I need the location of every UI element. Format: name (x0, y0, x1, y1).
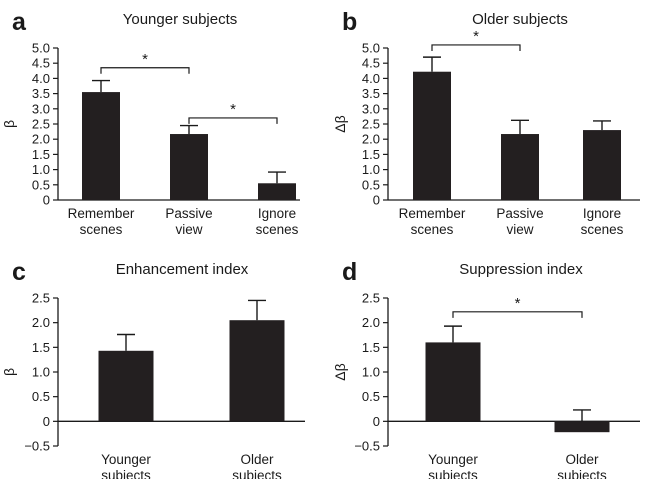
y-tick-label-c: 1.0 (32, 365, 50, 380)
panel-title-c: Enhancement index (116, 261, 249, 278)
significance-star-a-1: * (230, 101, 236, 118)
category-label-c-0: subjects (101, 468, 151, 479)
category-label-b-1: Passive (496, 206, 543, 221)
y-tick-label-d: 1.5 (362, 340, 380, 355)
y-tick-label-d: 2.5 (362, 291, 380, 306)
y-tick-label-b: 3.0 (362, 101, 380, 116)
y-tick-label-a: 0 (43, 193, 50, 208)
y-tick-label-a: 4.5 (32, 56, 50, 71)
category-label-a-1: Passive (165, 206, 212, 221)
category-label-b-0: scenes (411, 222, 454, 237)
category-label-d-1: subjects (557, 468, 607, 479)
y-tick-label-b: 1.5 (362, 147, 380, 162)
panel-title-b: Older subjects (472, 11, 568, 28)
significance-bracket-b-0 (431, 44, 521, 51)
category-label-a-2: Ignore (258, 206, 296, 221)
panel-letter-d: d (342, 258, 357, 286)
y-tick-label-b: 0 (373, 193, 380, 208)
bar-d-0 (425, 342, 481, 422)
y-tick-label-a: 4.0 (32, 71, 50, 86)
category-label-a-1: view (175, 222, 202, 237)
y-tick-label-b: 2.5 (362, 117, 380, 132)
panel-title-d: Suppression index (459, 261, 583, 278)
significance-star-a-0: * (142, 51, 148, 68)
bar-a-2 (258, 183, 296, 200)
category-label-a-2: scenes (256, 222, 299, 237)
y-axis-label-a: β (1, 120, 17, 128)
y-axis-label-b: Δβ (332, 115, 348, 132)
category-label-a-0: scenes (80, 222, 123, 237)
category-label-d-0: Younger (428, 452, 478, 467)
y-tick-label-c: 0 (43, 414, 50, 429)
y-tick-label-b: 1.0 (362, 162, 380, 177)
category-label-b-2: scenes (581, 222, 624, 237)
y-tick-label-a: 3.0 (32, 101, 50, 116)
y-tick-label-c: 2.5 (32, 291, 50, 306)
y-axis-label-d: Δβ (332, 363, 348, 380)
y-tick-label-d: 0.5 (362, 389, 380, 404)
significance-star-d-0: * (515, 295, 521, 312)
y-tick-label-d: 0 (373, 414, 380, 429)
bar-b-2 (583, 130, 621, 200)
significance-bracket-a-1 (188, 117, 278, 124)
y-tick-label-c: 0.5 (32, 389, 50, 404)
category-label-b-0: Remember (399, 206, 466, 221)
category-label-c-1: subjects (232, 468, 282, 479)
y-tick-label-a: 1.5 (32, 147, 50, 162)
significance-bracket-a-0 (100, 67, 190, 74)
category-label-d-0: subjects (428, 468, 478, 479)
bar-b-1 (501, 134, 539, 200)
bar-c-1 (229, 320, 285, 422)
y-tick-label-b: 4.5 (362, 56, 380, 71)
y-tick-label-b: 4.0 (362, 71, 380, 86)
y-tick-label-c: −0.5 (24, 439, 50, 454)
y-tick-label-c: 2.0 (32, 315, 50, 330)
y-tick-label-a: 3.5 (32, 86, 50, 101)
bar-b-0 (413, 71, 451, 200)
y-tick-label-a: 2.5 (32, 117, 50, 132)
y-tick-label-a: 5.0 (32, 41, 50, 56)
y-tick-label-a: 1.0 (32, 162, 50, 177)
y-tick-label-b: 0.5 (362, 177, 380, 192)
y-axis-label-c: β (1, 368, 17, 376)
bar-a-1 (170, 134, 208, 200)
y-tick-label-d: −0.5 (354, 439, 380, 454)
category-label-b-1: view (506, 222, 533, 237)
y-tick-label-c: 1.5 (32, 340, 50, 355)
y-tick-label-a: 0.5 (32, 177, 50, 192)
category-label-d-1: Older (565, 452, 599, 467)
category-label-c-0: Younger (101, 452, 151, 467)
category-label-c-1: Older (240, 452, 274, 467)
y-tick-label-b: 5.0 (362, 41, 380, 56)
category-label-a-0: Remember (68, 206, 135, 221)
bar-a-0 (82, 92, 120, 200)
y-tick-label-d: 2.0 (362, 315, 380, 330)
panel-letter-a: a (12, 8, 27, 36)
bar-c-0 (98, 350, 154, 422)
panel-letter-c: c (12, 258, 26, 286)
y-tick-label-b: 2.0 (362, 132, 380, 147)
bar-d-1 (554, 421, 610, 433)
significance-star-b-0: * (473, 28, 479, 45)
y-tick-label-d: 1.0 (362, 365, 380, 380)
y-tick-label-a: 2.0 (32, 132, 50, 147)
panel-letter-b: b (342, 8, 357, 36)
panel-title-a: Younger subjects (123, 11, 238, 28)
significance-bracket-d-0 (452, 311, 583, 318)
y-tick-label-b: 3.5 (362, 86, 380, 101)
category-label-b-2: Ignore (583, 206, 621, 221)
